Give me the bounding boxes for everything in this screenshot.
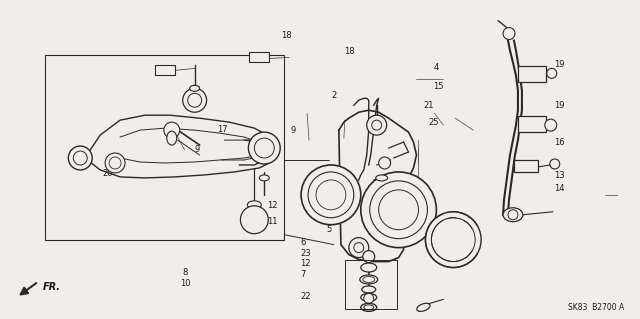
Text: FR.: FR.	[42, 282, 60, 293]
Ellipse shape	[503, 208, 523, 222]
Circle shape	[74, 151, 87, 165]
Circle shape	[316, 180, 346, 210]
Text: 11: 11	[267, 217, 277, 226]
Circle shape	[367, 115, 387, 135]
Text: 10: 10	[180, 279, 191, 288]
Text: 19: 19	[554, 101, 565, 110]
Text: 12: 12	[267, 201, 277, 210]
Ellipse shape	[360, 275, 378, 284]
Text: 15: 15	[433, 82, 444, 91]
Text: 16: 16	[554, 137, 565, 146]
Text: 20: 20	[102, 169, 113, 178]
Text: 8: 8	[182, 268, 188, 277]
Text: SK83  B2700 A: SK83 B2700 A	[568, 303, 624, 312]
Circle shape	[183, 88, 207, 112]
Ellipse shape	[376, 175, 388, 181]
Circle shape	[379, 157, 390, 169]
Circle shape	[164, 122, 180, 138]
Text: 23: 23	[300, 249, 310, 258]
Circle shape	[370, 181, 428, 239]
Circle shape	[109, 157, 121, 169]
Bar	[345, 260, 397, 309]
Polygon shape	[444, 212, 463, 225]
Bar	[514, 160, 538, 172]
Text: 22: 22	[300, 292, 310, 301]
Ellipse shape	[244, 213, 264, 227]
Text: 13: 13	[554, 171, 565, 180]
Text: 5: 5	[326, 225, 332, 234]
Circle shape	[364, 293, 374, 303]
Circle shape	[503, 27, 515, 40]
Circle shape	[301, 165, 361, 225]
Ellipse shape	[361, 303, 377, 311]
Text: 14: 14	[554, 184, 565, 193]
Ellipse shape	[259, 175, 269, 181]
Text: 9: 9	[195, 145, 200, 154]
Text: 18: 18	[281, 31, 291, 40]
Ellipse shape	[417, 303, 430, 311]
Circle shape	[550, 159, 560, 169]
Circle shape	[308, 172, 354, 218]
Text: 7: 7	[300, 270, 305, 279]
Ellipse shape	[253, 134, 275, 162]
Ellipse shape	[362, 286, 376, 293]
Text: 2: 2	[332, 92, 337, 100]
Text: 3: 3	[326, 215, 332, 224]
Circle shape	[254, 138, 274, 158]
Circle shape	[349, 238, 369, 257]
Text: 21: 21	[424, 101, 434, 110]
Circle shape	[241, 206, 268, 234]
Circle shape	[105, 153, 125, 173]
Circle shape	[547, 68, 557, 78]
Circle shape	[248, 132, 280, 164]
Circle shape	[68, 146, 92, 170]
Circle shape	[379, 190, 419, 230]
Ellipse shape	[363, 277, 374, 282]
Text: 12: 12	[300, 259, 310, 268]
Circle shape	[363, 251, 374, 263]
Ellipse shape	[248, 201, 261, 209]
Text: 6: 6	[300, 238, 305, 247]
Bar	[250, 52, 269, 63]
Text: 25: 25	[429, 118, 439, 128]
Ellipse shape	[361, 293, 377, 301]
Text: 26: 26	[364, 294, 374, 303]
Ellipse shape	[74, 148, 87, 168]
Circle shape	[426, 212, 481, 268]
Text: 24: 24	[465, 225, 476, 234]
Text: 1: 1	[396, 190, 401, 199]
Circle shape	[361, 172, 436, 248]
Bar	[45, 56, 284, 240]
Circle shape	[431, 218, 475, 262]
Circle shape	[545, 119, 557, 131]
Ellipse shape	[167, 131, 177, 145]
Bar	[155, 65, 175, 75]
Text: 19: 19	[554, 60, 565, 69]
Ellipse shape	[361, 263, 377, 272]
Text: 4: 4	[433, 63, 439, 72]
Text: 17: 17	[217, 125, 228, 134]
Ellipse shape	[189, 85, 200, 91]
Text: 9: 9	[291, 126, 296, 135]
Bar	[518, 116, 546, 132]
Ellipse shape	[364, 305, 374, 310]
Bar	[518, 66, 546, 82]
Text: 18: 18	[344, 47, 355, 56]
